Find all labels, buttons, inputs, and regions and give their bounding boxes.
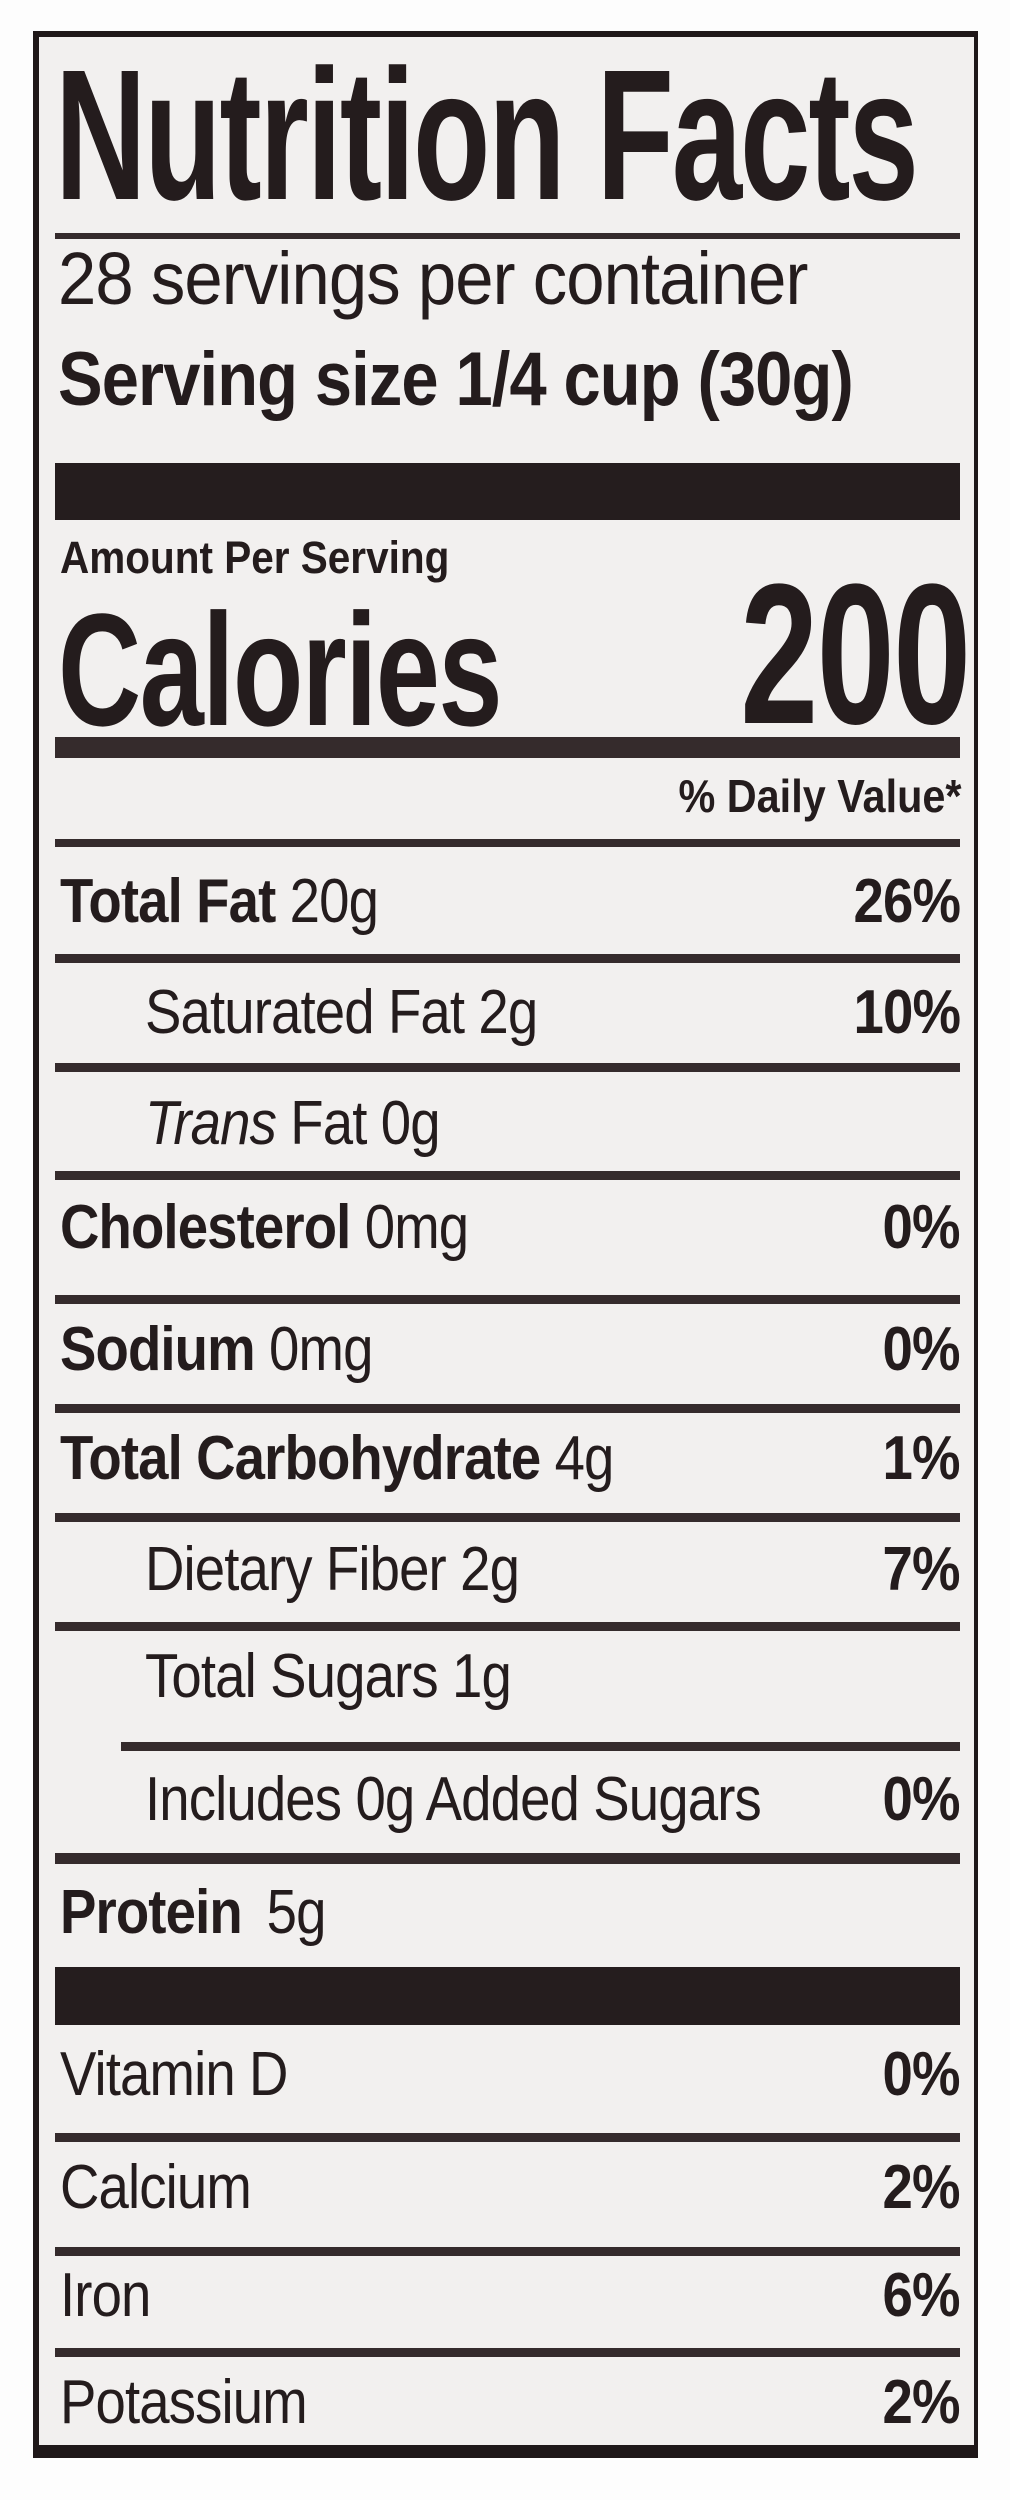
daily-value: 2% — [882, 2368, 961, 2437]
vitamin-name: Potassium — [60, 2368, 308, 2437]
nutrient-amount: 0mg — [254, 1315, 373, 1384]
thick-bar-bottom — [55, 1967, 960, 2025]
nutrient-row-trans-fat: Trans Fat 0g — [145, 1093, 960, 1159]
vitamin-row-iron: Iron 6% — [60, 2261, 961, 2331]
daily-value-header: % Daily Value* — [677, 770, 961, 822]
divider — [55, 954, 960, 963]
thick-bar-top — [55, 463, 960, 520]
divider — [55, 1063, 960, 1072]
nutrient-name: Cholesterol — [60, 1193, 351, 1262]
nutrient-amount: 5g — [252, 1878, 327, 1947]
divider — [55, 2133, 960, 2142]
nutrient-row-protein: Protein 5g — [60, 1882, 960, 1948]
vitamin-name: Calcium — [60, 2153, 252, 2222]
divider — [55, 1853, 960, 1864]
serving-size: Serving size 1/4 cup (30g) — [58, 337, 854, 422]
nutrient-name: Total Fat — [60, 867, 276, 936]
daily-value: 0% — [882, 2040, 961, 2109]
vitamin-name: Iron — [60, 2261, 151, 2330]
nutrient-name: Total Sugars 1g — [145, 1642, 512, 1711]
nutrient-row-total-carbohydrate: Total Carbohydrate 4g 1% — [60, 1424, 961, 1494]
nutrient-name: Protein — [60, 1878, 243, 1947]
nutrient-amount: 0mg — [350, 1193, 469, 1262]
daily-value: 0% — [882, 1315, 961, 1384]
daily-value: 1% — [882, 1424, 961, 1493]
vitamin-name: Vitamin D — [60, 2040, 288, 2109]
nutrient-amount: 4g — [540, 1424, 615, 1493]
amount-per-serving-label: Amount Per Serving — [60, 532, 450, 583]
nutrient-row-sodium: Sodium 0mg 0% — [60, 1315, 961, 1385]
label-title: Nutrition Facts — [55, 32, 919, 239]
divider-indented — [121, 1742, 960, 1751]
divider — [55, 2348, 960, 2357]
vitamin-row-calcium: Calcium 2% — [60, 2153, 961, 2223]
nutrient-row-added-sugars: Includes 0g Added Sugars 0% — [145, 1765, 961, 1835]
nutrition-facts-label: Nutrition Facts 28 servings per containe… — [33, 31, 978, 2458]
daily-value: 6% — [882, 2261, 961, 2330]
vitamin-row-potassium: Potassium 2% — [60, 2368, 961, 2438]
nutrient-name: Trans — [145, 1089, 277, 1158]
daily-value: 10% — [853, 978, 960, 1047]
nutrient-row-total-fat: Total Fat 20g 26% — [60, 867, 961, 937]
divider — [55, 839, 960, 847]
nutrient-name: Includes 0g Added Sugars — [145, 1765, 762, 1834]
calories-value: 200 — [740, 543, 972, 766]
nutrient-name: Total Carbohydrate — [60, 1424, 541, 1493]
daily-value: 2% — [882, 2153, 961, 2222]
divider — [55, 1404, 960, 1413]
nutrient-amount: 20g — [275, 867, 379, 936]
title-divider — [55, 233, 960, 239]
divider — [55, 2247, 960, 2256]
daily-value: 0% — [882, 1193, 961, 1262]
divider — [55, 1622, 960, 1631]
nutrient-row-dietary-fiber: Dietary Fiber 2g 7% — [145, 1535, 961, 1605]
daily-value: 0% — [882, 1765, 961, 1834]
nutrient-row-cholesterol: Cholesterol 0mg 0% — [60, 1193, 961, 1263]
nutrient-row-saturated-fat: Saturated Fat 2g 10% — [145, 978, 961, 1048]
nutrient-name: Dietary Fiber 2g — [145, 1535, 520, 1604]
divider — [55, 1171, 960, 1180]
nutrient-name: Sodium — [60, 1315, 256, 1384]
servings-per-container: 28 servings per container — [58, 237, 808, 320]
daily-value: 26% — [853, 867, 960, 936]
divider — [55, 1295, 960, 1304]
nutrient-amount: Fat 0g — [276, 1089, 440, 1158]
calories-divider — [55, 737, 960, 758]
daily-value: 7% — [882, 1535, 961, 1604]
nutrient-row-total-sugars: Total Sugars 1g — [145, 1646, 960, 1712]
vitamin-row-vitamin-d: Vitamin D 0% — [60, 2040, 961, 2110]
calories-label: Calories — [58, 580, 503, 759]
nutrient-name: Saturated Fat 2g — [145, 978, 538, 1047]
divider — [55, 1513, 960, 1522]
